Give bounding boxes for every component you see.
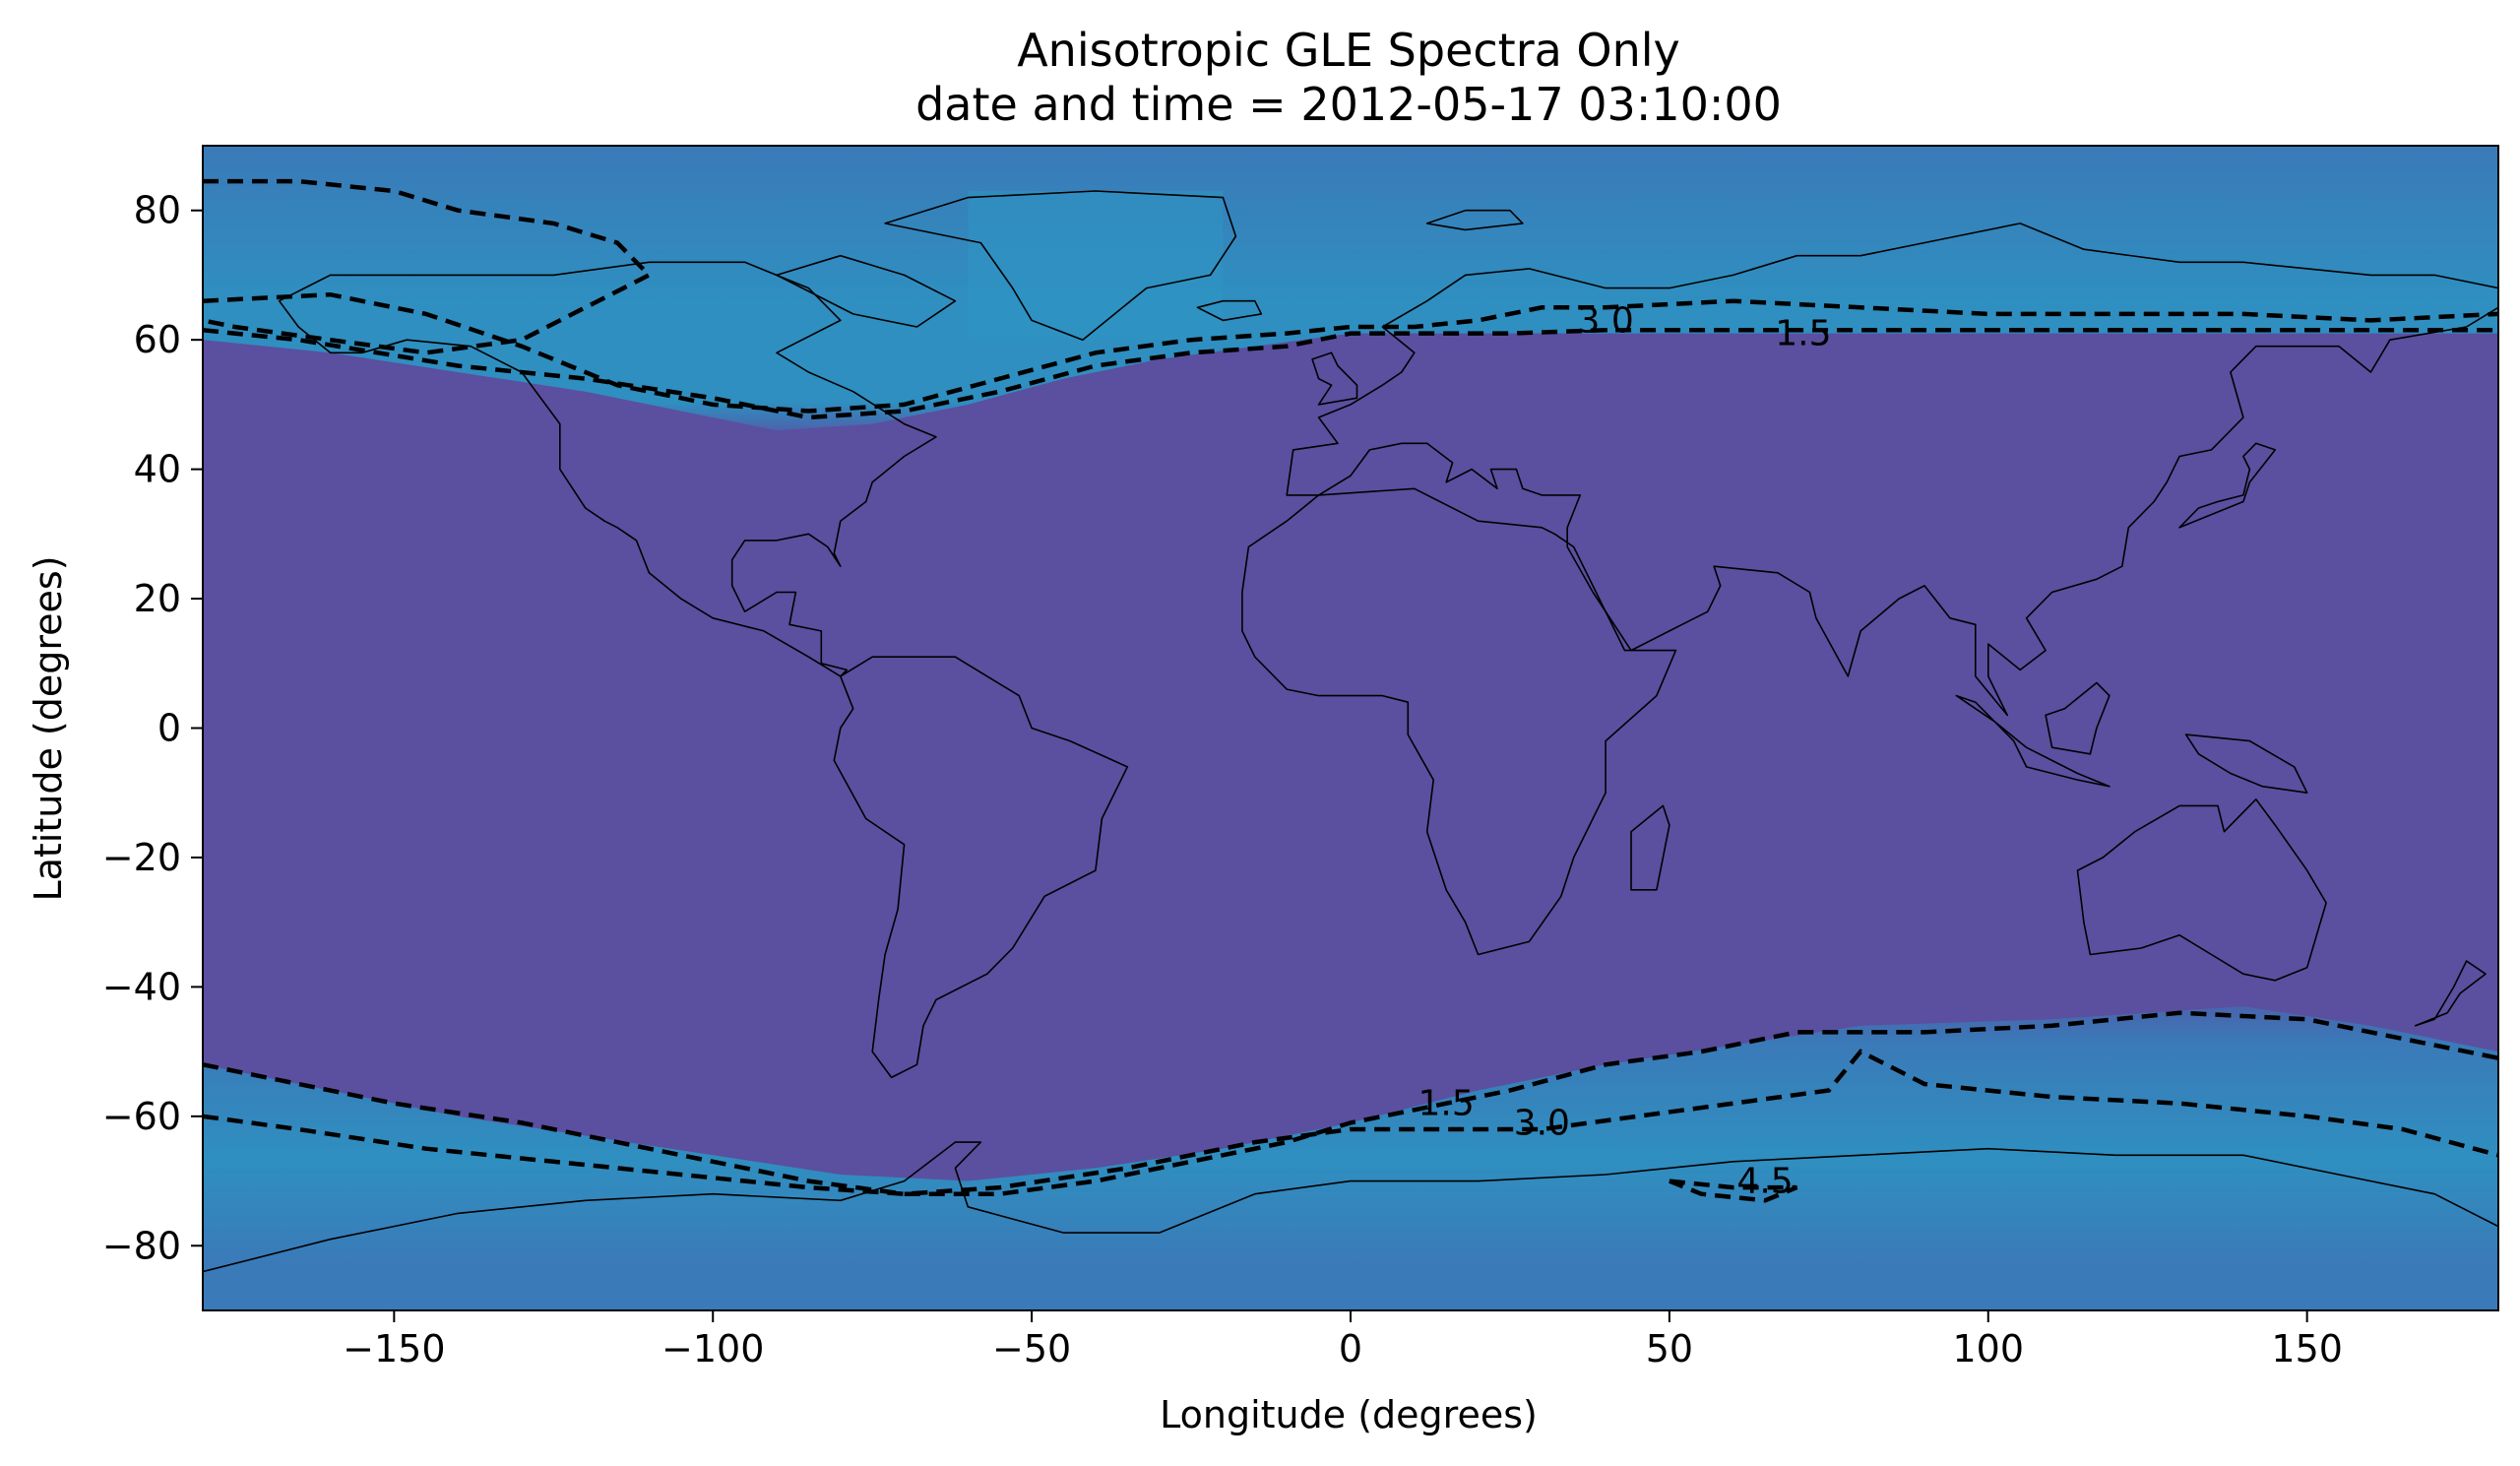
contour-lines [203, 178, 2498, 1203]
chart-title: Anisotropic GLE Spectra Only [1017, 24, 1680, 77]
contour-labels: 1.5 1.5 3.0 3.0 4.5 [1418, 300, 1832, 1201]
greenland-high-flux-patch [968, 191, 1224, 341]
coastline-new-guinea [2184, 733, 2308, 795]
y-axis: −80 −60 −40 −20 0 20 40 60 80 [102, 189, 203, 1267]
coastline-south-america [833, 656, 1129, 1079]
contour-label-3.0-1: 3.0 [1514, 1103, 1570, 1143]
y-tick-label: −60 [102, 1095, 181, 1138]
coastline-madagascar [1630, 804, 1670, 891]
contour-4.5-south [1669, 1179, 1798, 1203]
y-tick-label: 80 [134, 189, 181, 232]
coastline-uk [1311, 351, 1358, 406]
x-tick-label: −50 [992, 1327, 1071, 1370]
coastline-iceland [1196, 299, 1263, 322]
x-axis-label: Longitude (degrees) [1160, 1393, 1538, 1436]
contour-label-1.5-0: 1.5 [1775, 314, 1831, 354]
x-tick-label: 0 [1339, 1327, 1362, 1370]
coastline-baffin [776, 254, 957, 328]
contour-1.5-south [203, 1010, 2498, 1196]
y-tick-label: 0 [158, 707, 181, 750]
coastline-africa [1241, 487, 1677, 956]
x-tick-label: 150 [2271, 1327, 2343, 1370]
coastline-indonesia [1955, 694, 2110, 788]
y-tick-label: 40 [134, 448, 181, 491]
north-polar-band [203, 146, 2498, 431]
y-tick-label: −20 [102, 836, 181, 879]
coastline-svalbard [1425, 209, 1524, 231]
contour-label-3.0-0: 3.0 [1577, 300, 1633, 341]
contour-label-1.5-1: 1.5 [1418, 1084, 1475, 1124]
contour-3.0-south [203, 1049, 2498, 1196]
y-axis-label: Latitude (degrees) [27, 555, 70, 901]
contour-4.5-north [203, 178, 654, 355]
coastline-new-zealand [2415, 960, 2487, 1027]
y-tick-label: 60 [134, 318, 181, 361]
contour-1.5-north [203, 328, 2498, 420]
y-tick-label: −40 [102, 965, 181, 1008]
coastline-eurasia [1286, 223, 2498, 717]
x-tick-label: 100 [1953, 1327, 2025, 1370]
coastline-borneo [2045, 681, 2110, 755]
coastline-north-america [278, 261, 937, 677]
y-tick-label: −80 [102, 1224, 181, 1267]
contour-3.0-north [203, 291, 2498, 414]
x-tick-label: −100 [662, 1327, 764, 1370]
coastline-japan [2178, 442, 2277, 529]
coastline-antarctica [203, 1141, 2498, 1310]
y-tick-label: 20 [134, 577, 181, 620]
contour-label-4.5-0: 4.5 [1736, 1162, 1793, 1202]
plot-area [203, 146, 2498, 1310]
x-tick-label: −150 [343, 1327, 445, 1370]
coastlines [203, 190, 2498, 1310]
x-axis: −150 −100 −50 0 50 100 150 [343, 1310, 2343, 1370]
coastline-australia [2076, 797, 2327, 982]
chart-subtitle: date and time = 2012-05-17 03:10:00 [915, 78, 1782, 131]
coastline-greenland [884, 190, 1237, 342]
x-tick-label: 50 [1646, 1327, 1693, 1370]
